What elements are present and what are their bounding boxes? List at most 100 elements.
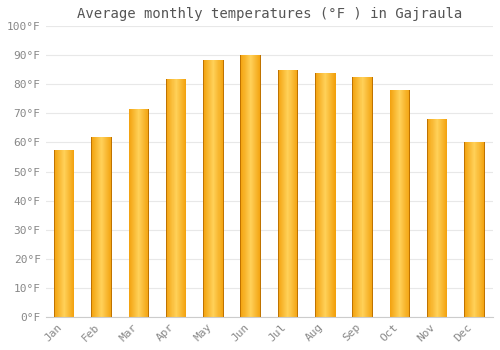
Bar <box>170 78 171 317</box>
Bar <box>279 70 280 317</box>
Bar <box>435 119 436 317</box>
Bar <box>285 70 286 317</box>
Bar <box>210 60 211 317</box>
Bar <box>372 77 373 317</box>
Bar <box>70 150 71 317</box>
Bar <box>355 77 356 317</box>
Bar <box>142 109 143 317</box>
Bar <box>185 78 186 317</box>
Bar <box>407 90 408 317</box>
Bar <box>64 150 65 317</box>
Bar <box>434 119 435 317</box>
Bar <box>66 150 67 317</box>
Bar <box>396 90 397 317</box>
Bar <box>145 109 146 317</box>
Bar <box>473 142 474 317</box>
Bar <box>108 137 109 317</box>
Bar <box>173 78 174 317</box>
Bar <box>134 109 135 317</box>
Bar <box>139 109 140 317</box>
Bar <box>111 137 112 317</box>
Bar <box>332 73 333 317</box>
Bar <box>315 73 316 317</box>
Bar <box>207 60 208 317</box>
Bar <box>446 119 448 317</box>
Bar <box>286 70 287 317</box>
Bar <box>247 55 248 317</box>
Bar <box>357 77 358 317</box>
Bar <box>141 109 142 317</box>
Bar <box>471 142 472 317</box>
Bar <box>408 90 409 317</box>
Bar <box>278 70 279 317</box>
Bar <box>110 137 112 317</box>
Bar <box>63 150 64 317</box>
Bar <box>68 150 69 317</box>
Bar <box>472 142 473 317</box>
Bar <box>288 70 289 317</box>
Bar <box>148 109 149 317</box>
Bar <box>212 60 213 317</box>
Bar <box>333 73 334 317</box>
Bar <box>251 55 252 317</box>
Bar <box>370 77 371 317</box>
Bar <box>56 150 57 317</box>
Bar <box>364 77 365 317</box>
Bar <box>326 73 327 317</box>
Bar <box>92 137 93 317</box>
Bar <box>362 77 363 317</box>
Bar <box>209 60 210 317</box>
Bar <box>250 55 251 317</box>
Bar <box>352 77 353 317</box>
Bar <box>96 137 97 317</box>
Bar <box>260 55 261 317</box>
Bar <box>440 119 442 317</box>
Bar <box>98 137 99 317</box>
Bar <box>430 119 431 317</box>
Bar <box>259 55 260 317</box>
Bar <box>324 73 326 317</box>
Bar <box>240 55 241 317</box>
Bar <box>54 150 55 317</box>
Bar <box>372 77 373 317</box>
Bar <box>73 150 74 317</box>
Bar <box>363 77 364 317</box>
Bar <box>317 73 318 317</box>
Bar <box>467 142 468 317</box>
Bar <box>427 119 428 317</box>
Bar <box>128 109 129 317</box>
Bar <box>330 73 331 317</box>
Bar <box>107 137 108 317</box>
Bar <box>319 73 320 317</box>
Bar <box>365 77 366 317</box>
Bar <box>438 119 439 317</box>
Bar <box>367 77 368 317</box>
Bar <box>65 150 66 317</box>
Bar <box>132 109 133 317</box>
Bar <box>396 90 398 317</box>
Bar <box>442 119 443 317</box>
Bar <box>249 55 250 317</box>
Bar <box>399 90 400 317</box>
Bar <box>395 90 396 317</box>
Bar <box>179 78 180 317</box>
Bar <box>476 142 477 317</box>
Bar <box>432 119 433 317</box>
Bar <box>446 119 447 317</box>
Bar <box>58 150 59 317</box>
Bar <box>144 109 145 317</box>
Bar <box>255 55 256 317</box>
Bar <box>174 78 175 317</box>
Bar <box>359 77 360 317</box>
Bar <box>72 150 73 317</box>
Bar <box>295 70 296 317</box>
Bar <box>64 150 66 317</box>
Bar <box>402 90 403 317</box>
Bar <box>91 137 92 317</box>
Bar <box>102 137 103 317</box>
Bar <box>93 137 94 317</box>
Bar <box>69 150 70 317</box>
Bar <box>316 73 317 317</box>
Bar <box>138 109 139 317</box>
Bar <box>297 70 298 317</box>
